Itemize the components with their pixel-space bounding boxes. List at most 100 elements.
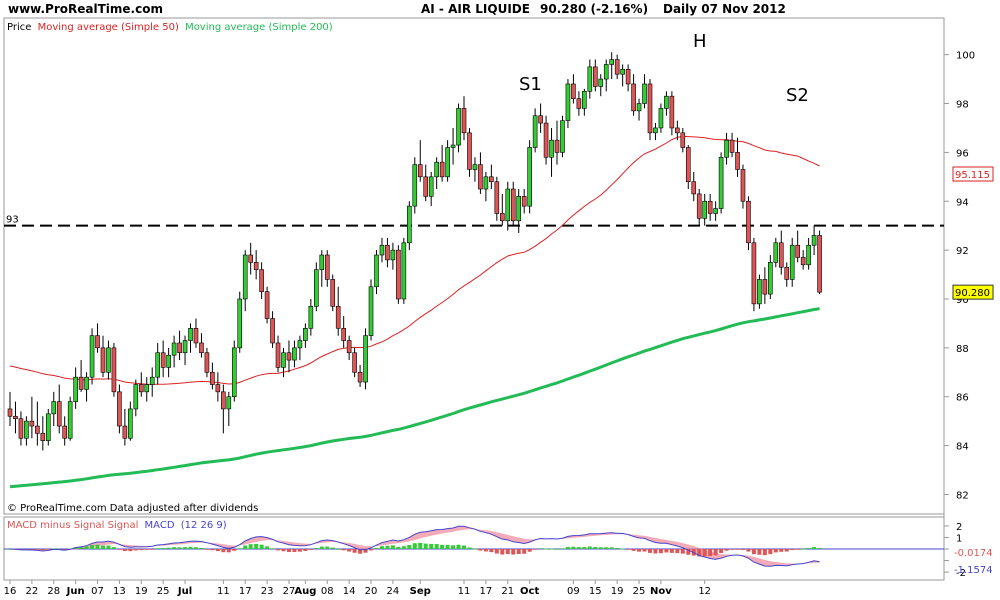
- date-tick-label: 24: [387, 586, 400, 597]
- macd-bar: [407, 544, 412, 549]
- macd-bar: [511, 549, 516, 555]
- candle: [56, 384, 62, 434]
- macd-bar: [215, 549, 220, 552]
- macd-bar: [423, 543, 428, 549]
- macd-bar: [150, 549, 155, 550]
- date-tick-label: 28: [47, 586, 60, 597]
- date-tick-label: Oct: [520, 586, 539, 597]
- date-tick-label: Jun: [66, 586, 85, 597]
- macd-bar: [697, 549, 702, 557]
- macd-bar: [369, 549, 374, 551]
- candle: [543, 115, 549, 165]
- candle: [680, 127, 686, 153]
- candle: [259, 262, 264, 299]
- macd-bar: [576, 547, 581, 549]
- candle: [762, 267, 768, 304]
- macd-bar: [117, 549, 122, 550]
- candle: [73, 367, 78, 409]
- macd-bar: [374, 547, 379, 549]
- macd-tick-label: 2: [956, 522, 962, 533]
- candle: [24, 416, 29, 446]
- candle: [647, 79, 653, 141]
- macd-bar: [199, 547, 204, 549]
- candle: [784, 262, 790, 287]
- candle: [84, 372, 89, 402]
- candle: [445, 140, 450, 182]
- date-tick-label: 17: [480, 586, 493, 597]
- site-name[interactable]: www.ProRealTime.com: [8, 2, 163, 16]
- candle: [67, 396, 73, 441]
- macd-bar: [347, 549, 352, 552]
- macd-bar: [762, 549, 767, 556]
- candle: [29, 396, 35, 439]
- candle: [478, 152, 483, 194]
- candle: [177, 330, 182, 361]
- macd-bar: [675, 549, 680, 554]
- candle: [735, 137, 740, 177]
- candle: [554, 120, 560, 165]
- candle: [335, 286, 341, 336]
- candle: [740, 164, 746, 209]
- macd-bar: [106, 545, 111, 549]
- candle: [193, 318, 199, 348]
- macd-bar: [773, 549, 778, 553]
- candle: [199, 333, 204, 358]
- macd-bar: [571, 546, 576, 549]
- candle: [751, 237, 757, 312]
- macd-bar: [259, 544, 264, 549]
- candle: [603, 59, 609, 92]
- macd-bar: [46, 549, 51, 550]
- macd-bar: [133, 549, 138, 551]
- macd-bar: [144, 549, 149, 550]
- macd-bar: [401, 546, 406, 549]
- candle: [592, 59, 598, 92]
- candle: [417, 140, 423, 182]
- macd-bar: [161, 548, 166, 549]
- macd-bar: [248, 544, 253, 549]
- macd-bar: [254, 543, 259, 549]
- macd-bar: [237, 548, 242, 550]
- macd-bar: [308, 549, 313, 550]
- h-label: H: [693, 31, 707, 52]
- candle: [166, 347, 171, 378]
- macd-bar: [385, 545, 390, 549]
- macd-line: [9, 525, 820, 567]
- candle: [226, 391, 232, 427]
- macd-bar: [281, 549, 286, 552]
- candle: [428, 171, 434, 207]
- candle: [51, 391, 57, 427]
- candle: [407, 201, 412, 251]
- macd-bar: [631, 549, 636, 551]
- macd-bar: [177, 547, 182, 549]
- macd-bar: [232, 549, 237, 551]
- macd-bar: [390, 545, 395, 549]
- candle: [352, 347, 357, 378]
- candle: [242, 250, 248, 312]
- price-legend: Price Moving average (Simple 50) Moving …: [7, 22, 333, 33]
- candle: [128, 401, 133, 441]
- macd-bar: [62, 549, 67, 550]
- macd-bar: [724, 549, 729, 551]
- candle: [385, 237, 390, 268]
- candle: [516, 189, 522, 234]
- candle: [505, 181, 511, 231]
- date-tick-label: 12: [698, 586, 711, 597]
- date-tick-label: 09: [567, 586, 580, 597]
- last-price-badge: 90.280: [952, 284, 994, 300]
- macd-bar: [730, 549, 735, 550]
- legend-price: Price: [7, 22, 31, 33]
- candle: [587, 59, 593, 99]
- candle: [532, 108, 538, 153]
- date-tick-label: 16: [4, 586, 17, 597]
- date-tick-label: 15: [589, 586, 602, 597]
- candle: [724, 132, 729, 165]
- macd-bar: [604, 547, 609, 549]
- macd-bar: [812, 546, 817, 549]
- macd-bar: [538, 548, 543, 550]
- candle: [138, 372, 144, 397]
- macd-legend-macd: MACD: [145, 520, 175, 531]
- macd-bar: [35, 549, 40, 550]
- ma50-badge: 95.115: [952, 166, 994, 182]
- macd-bar: [489, 549, 494, 553]
